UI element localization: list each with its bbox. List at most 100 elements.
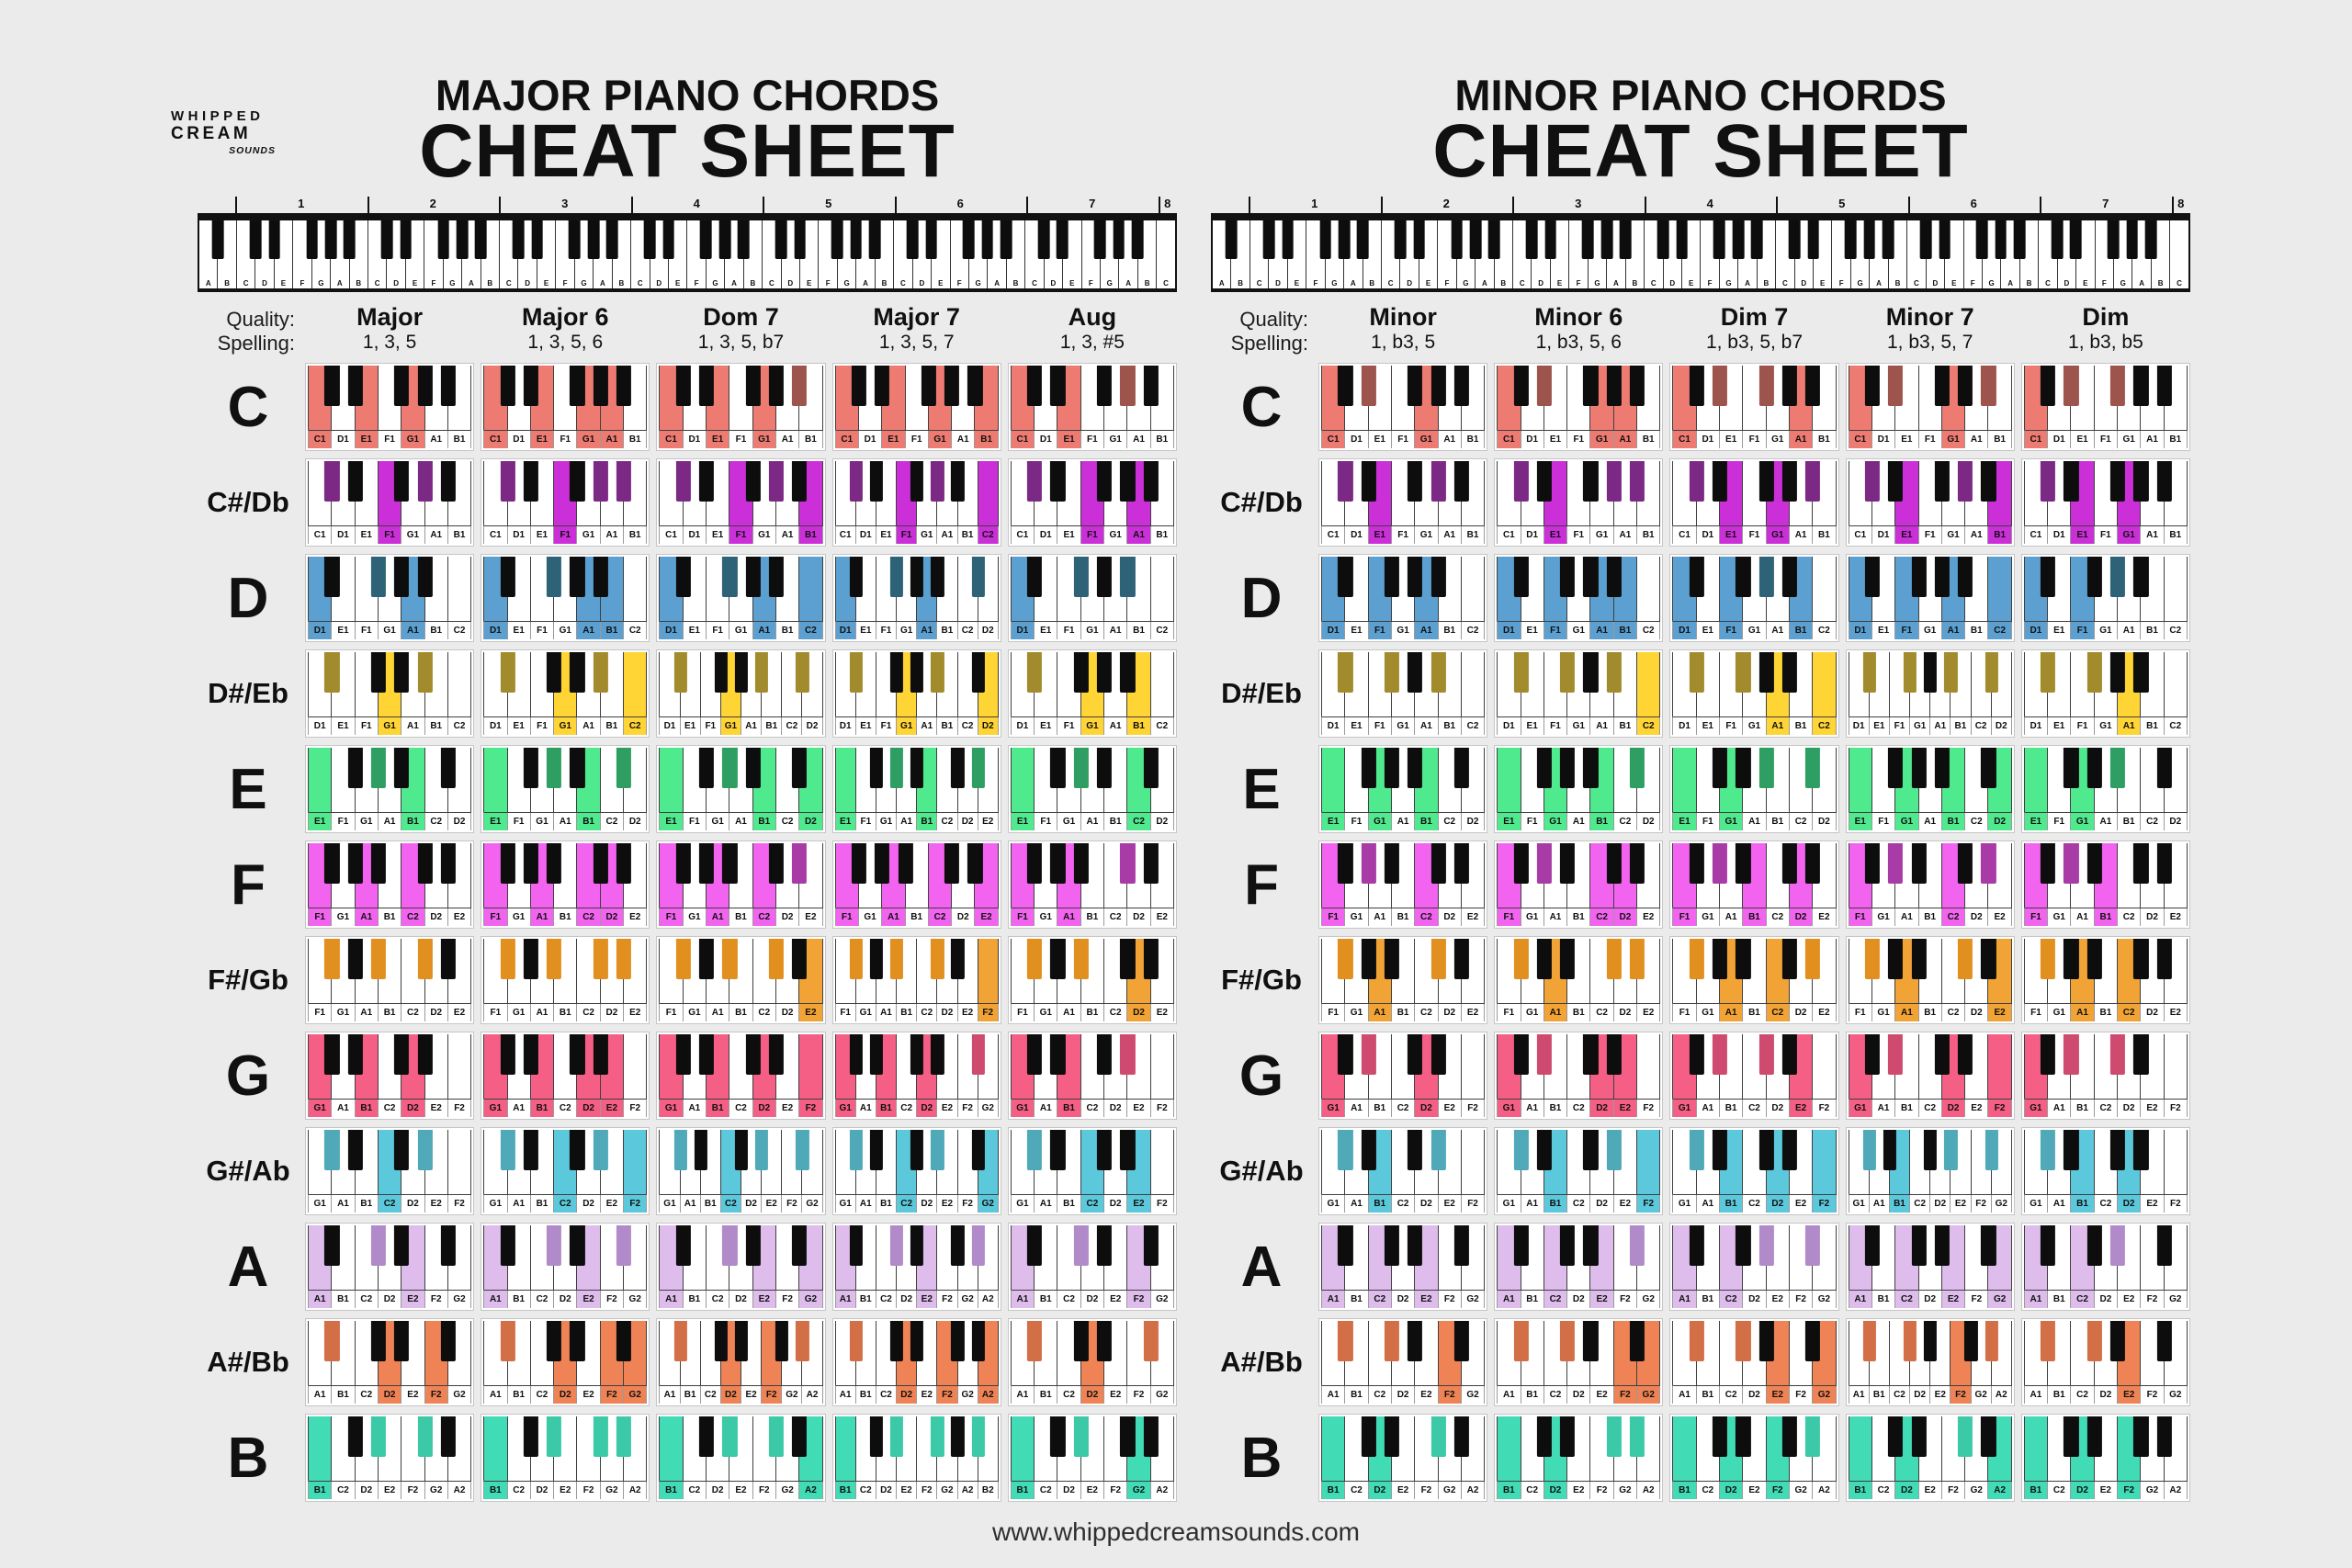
key-label: C2: [356, 1291, 379, 1309]
black-key: [1606, 1034, 1622, 1075]
mini-keyboard: [659, 461, 823, 526]
black-key: [417, 1416, 433, 1457]
mini-keyboard: [1497, 1416, 1661, 1482]
black-key: [1408, 366, 1423, 406]
quality-header-row: Quality: Minor Minor 6 Dim 7 Minor 7 Dim: [1211, 303, 2190, 332]
key-label: A1: [1895, 1004, 1919, 1022]
key-label: D1: [660, 717, 681, 736]
key-label: A1: [508, 1100, 531, 1118]
chord-cell: B1 C2 D2 E2 F2 G2 A2: [1669, 1414, 1839, 1503]
key-label: G1: [1673, 1100, 1697, 1118]
mini-keyboard: [659, 939, 823, 1004]
chord-cell: G1 A1 B1 C2 D2 E2 F2: [305, 1032, 475, 1121]
key-label: G1: [332, 908, 356, 927]
black-key: [394, 1321, 410, 1361]
key-label: G1: [836, 1195, 856, 1213]
chord-cell: D1 E1 F1 G1 A1 B1 C2: [305, 554, 475, 643]
key-label: D2: [1919, 1291, 1942, 1309]
mini-keyboard: [1010, 748, 1174, 813]
key-label: D2: [577, 1195, 601, 1213]
key-label: F2: [1151, 1100, 1174, 1118]
key-label: D1: [508, 431, 531, 449]
black-key: [1338, 366, 1353, 406]
key-label: E1: [1035, 717, 1058, 736]
key-label: A1: [309, 1386, 333, 1404]
chord-cell: B1 C2 D2 E2 F2 G2 A2: [1494, 1414, 1664, 1503]
mini-keyboard: [1848, 939, 2012, 1004]
row-root-label: G: [225, 1043, 271, 1108]
key-label: F1: [1057, 622, 1081, 640]
black-key: [889, 1321, 904, 1361]
black-key: [1583, 557, 1599, 597]
strip-key-letter: B: [881, 279, 888, 288]
black-key: [1934, 748, 1950, 788]
mini-keyboard: [308, 1130, 472, 1195]
black-key: [1606, 1130, 1622, 1170]
chord-cell: G1 A1 B1 C2 D2 E2 F2 G2: [831, 1032, 1001, 1121]
key-label: E2: [917, 1386, 938, 1404]
white-key: [835, 748, 856, 813]
key-label: G1: [1697, 908, 1721, 927]
key-label-row: C1 D1 E1 F1 G1 A1 B1: [483, 525, 648, 545]
column-quality-header: Aug: [1068, 303, 1117, 332]
key-label: F2: [624, 1195, 648, 1213]
major-panel-subtitle: CHEAT SHEET: [419, 109, 956, 193]
black-key: [1712, 366, 1728, 406]
key-label: D2: [1766, 1195, 1790, 1213]
key-label: F1: [2095, 431, 2119, 449]
mini-keyboard: [1321, 748, 1486, 813]
key-label: G1: [1910, 717, 1931, 736]
key-label-row: F1 G1 A1 B1 C2 D2 E2: [308, 1003, 472, 1022]
key-label: E2: [624, 1004, 648, 1022]
key-label: E2: [2141, 1195, 2165, 1213]
black-key: [898, 843, 913, 884]
key-label: C2: [1035, 1482, 1058, 1500]
key-label-row: C1 D1 E1 F1 G1 A1 B1: [308, 525, 472, 545]
chord-cell: A1 B1 C2 D2 E2 F2 G2: [481, 1318, 650, 1407]
key-label: A1: [1322, 1291, 1346, 1309]
key-label: D2: [917, 1100, 938, 1118]
key-label-row: F1 G1 A1 B1 C2 D2 E2: [308, 908, 472, 927]
strip-key-letter: C: [1387, 279, 1394, 288]
mini-keyboard: [1848, 1416, 2012, 1482]
black-key: [2156, 1416, 2172, 1457]
black-key: [675, 939, 691, 979]
column-quality-header: Dim 7: [1720, 303, 1789, 332]
black-key: [1073, 652, 1089, 693]
key-label-row: E1 F1 G1 A1 B1 C2 D2: [1497, 812, 1661, 831]
mini-keyboard: [308, 1321, 472, 1386]
key-label: E1: [2048, 622, 2072, 640]
key-label: D1: [1673, 717, 1697, 736]
key-label: G2: [978, 1195, 999, 1213]
key-label: C2: [752, 908, 776, 927]
row-root-label: C#/Db: [1220, 486, 1303, 519]
key-label: D1: [1322, 717, 1346, 736]
key-label: D1: [1035, 431, 1058, 449]
black-key: [593, 1130, 608, 1170]
key-label: G1: [835, 1100, 856, 1118]
key-label: B1: [448, 431, 472, 449]
black-key: [347, 1416, 363, 1457]
mini-keyboard: [308, 748, 472, 813]
key-label: F1: [660, 908, 684, 927]
strip-key-letter: B: [750, 279, 756, 288]
key-label: C2: [531, 1291, 555, 1309]
key-label: A1: [1415, 622, 1439, 640]
black-key: [2041, 652, 2056, 693]
strip-black-key: [1619, 220, 1632, 260]
key-label: D1: [856, 526, 876, 545]
key-label: B1: [876, 1100, 898, 1118]
key-label: D1: [2024, 622, 2049, 640]
key-label: G2: [1790, 1482, 1814, 1500]
key-label: E2: [762, 1195, 783, 1213]
mini-keyboard: [1497, 461, 1661, 526]
black-key: [1781, 461, 1798, 502]
strip-key-letter: E: [674, 279, 681, 288]
black-key: [1781, 557, 1798, 597]
key-label: G1: [1720, 813, 1744, 831]
black-key: [2133, 652, 2149, 693]
key-label-row: E1 F1 G1 A1 B1 C2 D2: [308, 812, 472, 831]
black-key: [440, 461, 456, 502]
key-label: D2: [917, 1195, 938, 1213]
